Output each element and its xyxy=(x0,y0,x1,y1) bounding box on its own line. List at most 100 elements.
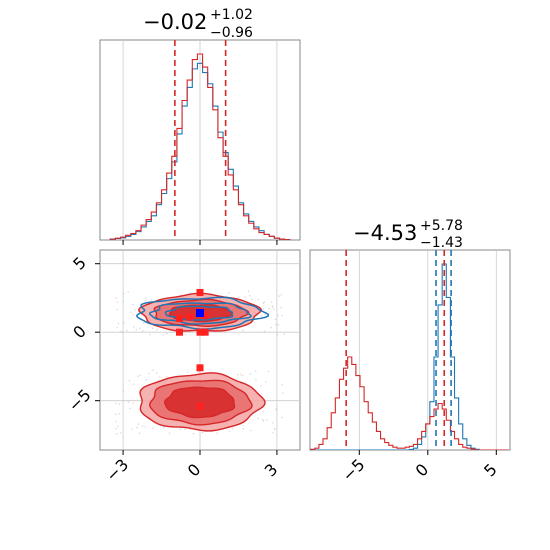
joint-sample-207 xyxy=(271,305,274,307)
joint-sample-192 xyxy=(267,370,270,373)
joint-sample-74 xyxy=(260,314,263,317)
joint-sample-161 xyxy=(270,326,272,329)
joint-sample-134 xyxy=(142,322,145,324)
joint-sample-25 xyxy=(248,294,251,297)
joint-sample-42 xyxy=(278,295,280,297)
joint-sample-136 xyxy=(141,329,144,332)
joint-sample-37 xyxy=(263,330,266,333)
joint-sample-214 xyxy=(257,417,259,420)
joint-sample-151 xyxy=(141,425,144,427)
joint-sample-185 xyxy=(277,314,279,317)
joint-sample-135 xyxy=(132,304,134,306)
joint-blue-marker-0 xyxy=(196,309,204,318)
hist-p1-title-upper: +1.02 xyxy=(210,7,253,23)
joint-sample-195 xyxy=(273,428,276,430)
joint-sample-44 xyxy=(282,392,284,394)
joint-sample-171 xyxy=(145,378,148,381)
joint-red-marker-4 xyxy=(201,328,209,336)
joint-sample-89 xyxy=(156,328,158,331)
hist-p2-title-value: −4.53 xyxy=(353,221,417,245)
joint-ytick-label-2: −5 xyxy=(65,385,95,415)
joint-sample-32 xyxy=(137,423,140,425)
hist-p1-title-lower: −0.96 xyxy=(210,25,253,41)
joint-sample-30 xyxy=(123,321,125,324)
joint-sample-219 xyxy=(263,301,266,303)
joint-sample-115 xyxy=(115,432,118,435)
joint-sample-242 xyxy=(145,297,147,299)
joint-sample-64 xyxy=(184,428,186,431)
joint-sample-33 xyxy=(129,407,131,410)
hist-p1-title-value: −0.02 xyxy=(143,10,207,34)
joint-sample-92 xyxy=(138,327,141,330)
joint-sample-252 xyxy=(133,326,135,328)
joint-sample-144 xyxy=(262,302,265,304)
joint-sample-34 xyxy=(184,333,187,336)
joint-sample-116 xyxy=(283,333,286,336)
joint-sample-5 xyxy=(123,292,125,295)
hist-p1-series-0 xyxy=(109,62,291,240)
joint-sample-199 xyxy=(125,329,128,332)
joint-red-marker-0 xyxy=(175,314,183,322)
hist-p2-xtick-label-2: 5 xyxy=(480,460,501,481)
joint-sample-190 xyxy=(152,427,155,430)
joint-sample-188 xyxy=(228,430,231,432)
joint-sample-231 xyxy=(192,432,195,435)
joint-sample-24 xyxy=(262,308,264,310)
joint-sample-233 xyxy=(159,376,161,378)
joint-sample-82 xyxy=(131,428,134,430)
joint-sample-235 xyxy=(132,383,135,385)
joint-sample-142 xyxy=(262,410,264,413)
hist-p2-frame xyxy=(309,249,511,451)
joint-sample-247 xyxy=(273,308,275,310)
hist-p2-xtick-label-0: −5 xyxy=(338,455,368,485)
joint-red-contour-1-2 xyxy=(163,386,236,419)
joint-sample-179 xyxy=(242,427,245,430)
joint-sample-157 xyxy=(274,318,277,321)
joint-sample-258 xyxy=(132,313,134,316)
joint-sample-176 xyxy=(272,431,274,434)
joint-sample-224 xyxy=(116,308,119,311)
hist-p2-plot xyxy=(310,250,508,450)
joint-red-marker-8 xyxy=(201,312,209,320)
joint-sample-146 xyxy=(281,416,283,419)
joint-sample-189 xyxy=(236,373,239,376)
joint-sample-160 xyxy=(134,308,136,311)
joint-sample-181 xyxy=(122,300,125,303)
joint-red-marker-2 xyxy=(196,288,204,296)
joint-sample-102 xyxy=(168,432,171,434)
joint-sample-165 xyxy=(271,421,274,424)
joint-sample-143 xyxy=(241,374,244,377)
joint-sample-57 xyxy=(119,331,121,334)
joint-sample-121 xyxy=(117,425,119,428)
joint-sample-145 xyxy=(115,427,118,430)
joint-red-marker-5 xyxy=(175,328,183,336)
joint-ytick-label-0: 5 xyxy=(69,253,90,274)
joint-sample-248 xyxy=(254,370,257,373)
joint-sample-210 xyxy=(152,327,154,330)
joint-sample-212 xyxy=(122,390,125,392)
joint-sample-155 xyxy=(135,328,138,331)
joint-sample-163 xyxy=(231,427,234,430)
hist-p2-series-0 xyxy=(310,263,508,450)
joint-sample-232 xyxy=(242,424,244,427)
joint-sample-123 xyxy=(265,419,268,421)
joint-red-marker-3 xyxy=(196,328,204,336)
grid-lines xyxy=(100,40,497,450)
joint-sample-239 xyxy=(137,375,139,378)
joint-sample-237 xyxy=(147,372,150,375)
hist-p2-title-lower: −1.43 xyxy=(420,235,463,251)
joint-sample-217 xyxy=(242,329,244,332)
joint-sample-131 xyxy=(247,290,250,293)
joint-red-marker-1 xyxy=(186,313,194,321)
joint-sample-114 xyxy=(116,301,119,304)
joint-sample-45 xyxy=(127,291,129,294)
hist-p2-series-1 xyxy=(310,356,508,450)
joint-sample-159 xyxy=(128,379,131,382)
joint-sample-149 xyxy=(257,298,260,301)
joint-sample-249 xyxy=(152,369,154,371)
joint-sample-198 xyxy=(197,371,200,373)
joint-xtick-label-1: 0 xyxy=(184,460,205,481)
joint-sample-83 xyxy=(228,292,230,294)
joint-sample-19 xyxy=(260,384,262,387)
